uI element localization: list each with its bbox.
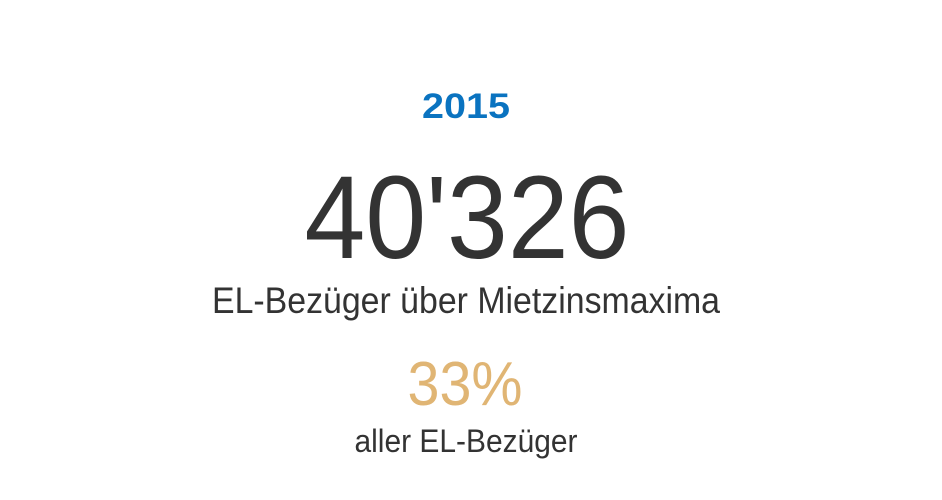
share-label: aller EL-Bezüger	[355, 423, 578, 459]
share: 33%	[408, 350, 523, 419]
count-label: EL-Bezüger über Mietzinsmaxima	[212, 280, 720, 321]
year: 2015	[422, 87, 510, 126]
count: 40'326	[305, 152, 630, 284]
